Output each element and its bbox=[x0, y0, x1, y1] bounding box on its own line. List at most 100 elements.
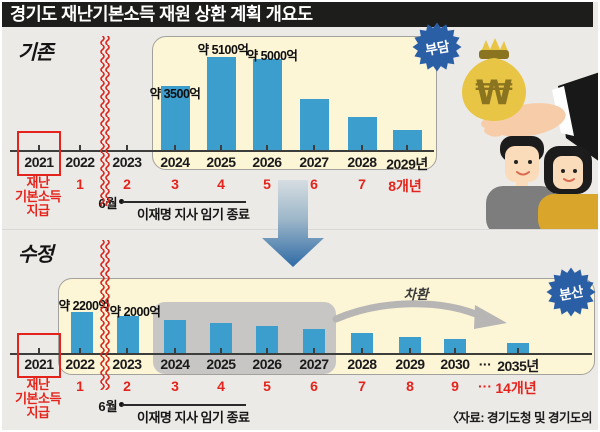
highlight-2021-box bbox=[17, 131, 61, 176]
year-label-2029: 2029 bbox=[395, 356, 425, 372]
svg-text:₩: ₩ bbox=[475, 73, 513, 113]
disaster-income-note: 재난 기본소득 지급 bbox=[15, 176, 61, 218]
term-end-dot bbox=[119, 199, 124, 204]
bar-2026 bbox=[256, 326, 278, 354]
bar-2022 bbox=[71, 312, 93, 354]
bar-2025 bbox=[210, 323, 232, 354]
year-count-5: 5 bbox=[263, 176, 271, 192]
year-label-2024: 2024 bbox=[160, 356, 190, 372]
woman-icon bbox=[538, 146, 600, 230]
note-line: 재난 bbox=[26, 377, 50, 392]
bar-2027 bbox=[299, 99, 329, 151]
axis-tick bbox=[126, 145, 128, 152]
note-line: 지급 bbox=[26, 405, 50, 420]
year-label-2024: 2024 bbox=[160, 154, 190, 170]
page-title: 경기도 재난기본소득 재원 상환 계획 개요도 bbox=[2, 2, 593, 27]
axis-tick bbox=[409, 348, 411, 355]
year-count-4: 4 bbox=[217, 378, 225, 394]
axis-tick bbox=[174, 348, 176, 355]
disaster-income-note: 재난 기본소득 지급 bbox=[15, 378, 61, 420]
year-label-2028: 2028 bbox=[347, 154, 377, 170]
bar-value-label: 약 3500억 bbox=[149, 87, 201, 101]
year-count-3: 3 bbox=[171, 378, 179, 394]
highlight-2021-box bbox=[17, 333, 61, 378]
year-count-7: 7 bbox=[358, 378, 366, 394]
year-label-2021: 2021 bbox=[24, 356, 54, 372]
year-count-2: 2 bbox=[123, 378, 131, 394]
term-end-label: 이재명 지사 임기 종료 bbox=[137, 207, 250, 222]
year-count-1: 1 bbox=[76, 176, 84, 192]
axis-tick bbox=[517, 348, 519, 355]
axis-tick bbox=[220, 348, 222, 355]
year-label-2035년: 2035년 bbox=[497, 358, 539, 374]
source-credit: 〈자료: 경기도청 및 경기도의회〉 bbox=[446, 411, 592, 432]
june-label: 6월 bbox=[98, 399, 118, 414]
section-label-revised: 수정 bbox=[18, 244, 54, 266]
year-label-2025: 2025 bbox=[206, 154, 236, 170]
axis-tick bbox=[313, 348, 315, 355]
bar-2023 bbox=[117, 316, 139, 354]
axis-tick bbox=[79, 145, 81, 152]
bar-2030 bbox=[444, 339, 466, 354]
year-label-2026: 2026 bbox=[252, 356, 282, 372]
bar-value-label: 약 2200억 bbox=[58, 299, 110, 313]
year-label-2029년: 2029년 bbox=[386, 156, 428, 172]
axis-tick bbox=[361, 348, 363, 355]
bar-2029 bbox=[399, 337, 421, 354]
axis-tick bbox=[38, 145, 40, 152]
bar-2025 bbox=[206, 57, 236, 151]
axis-tick bbox=[361, 145, 363, 152]
year-label-2026: 2026 bbox=[252, 154, 282, 170]
note-line: 지급 bbox=[26, 203, 50, 218]
year-label-2028: 2028 bbox=[347, 356, 377, 372]
year-count-4: 4 bbox=[217, 176, 225, 192]
year-count-5: 5 bbox=[263, 378, 271, 394]
bar-2029년 bbox=[392, 130, 422, 151]
dispersion-badge-label: 분산 bbox=[558, 284, 585, 303]
year-label-2030: 2030 bbox=[440, 356, 470, 372]
year-count-9: 9 bbox=[451, 378, 459, 394]
money-bag-icon: ₩ bbox=[462, 38, 526, 121]
year-count-2: 2 bbox=[123, 176, 131, 192]
year-count-14개년: 14개년 bbox=[495, 380, 537, 396]
down-arrow-icon bbox=[262, 180, 324, 267]
axis-tick bbox=[38, 348, 40, 355]
axis-tick bbox=[454, 348, 456, 355]
dispersion-badge: 분산 bbox=[546, 267, 596, 317]
bar-2026 bbox=[252, 59, 282, 151]
burden-badge-label: 부담 bbox=[424, 39, 451, 58]
year-label-2022: 2022 bbox=[65, 356, 95, 372]
axis-tick bbox=[266, 348, 268, 355]
note-line: 기본소득 bbox=[15, 189, 61, 204]
year-count-6: 6 bbox=[310, 378, 318, 394]
axis-tick bbox=[313, 145, 315, 152]
year-label-2023: 2023 bbox=[112, 356, 142, 372]
bar-value-label: 약 5000억 bbox=[246, 49, 298, 63]
refinance-label: 차환 bbox=[403, 287, 429, 302]
bar-2024 bbox=[164, 320, 186, 354]
axis-tick bbox=[266, 145, 268, 152]
term-end-line bbox=[122, 404, 246, 406]
year-label-2021: 2021 bbox=[24, 154, 54, 170]
suit-sleeve-icon bbox=[558, 72, 600, 162]
bar-2028 bbox=[351, 333, 373, 354]
year-count-8: 8 bbox=[406, 378, 414, 394]
axis-tick bbox=[220, 145, 222, 152]
axis-tick bbox=[79, 348, 81, 355]
money-hand-people-illustration: ₩ bbox=[462, 38, 600, 230]
section-label-existing: 기존 bbox=[18, 42, 54, 64]
timeline-axis bbox=[10, 150, 434, 152]
year-count-6: 6 bbox=[310, 176, 318, 192]
axis-tick bbox=[126, 348, 128, 355]
bar-value-label: 약 2000억 bbox=[109, 305, 161, 319]
timeline-break-icon bbox=[99, 36, 111, 206]
bar-2024 bbox=[160, 86, 190, 151]
year-label-2023: 2023 bbox=[112, 154, 142, 170]
note-line: 기본소득 bbox=[15, 391, 61, 406]
note-line: 재난 bbox=[26, 175, 50, 190]
year-count-3: 3 bbox=[171, 176, 179, 192]
bar-value-label: 약 5100억 bbox=[197, 43, 249, 57]
timeline-axis bbox=[10, 353, 592, 355]
year-label-2027: 2027 bbox=[299, 154, 329, 170]
